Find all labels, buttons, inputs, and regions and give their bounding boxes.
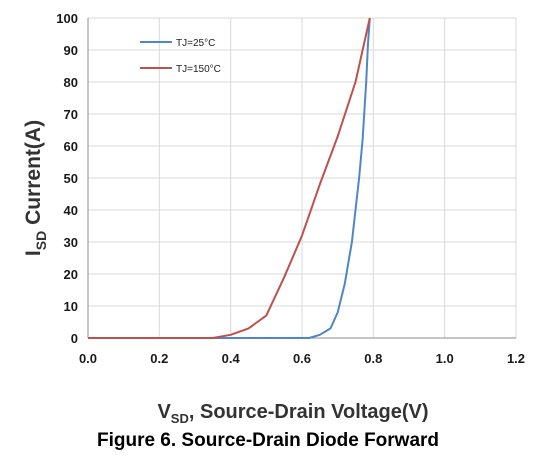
x-axis-label-main: V xyxy=(157,401,171,423)
tick-labels: 0.0 0.2 0.4 0.6 0.8 1.0 1.2 0 10 20 30 40 50 60 70 80 90… xyxy=(56,11,525,366)
legend: TJ=25°C TJ=150°C xyxy=(140,38,221,75)
x-axis-label: VSD, Source-Drain Voltage(V) xyxy=(157,401,428,425)
y-tick-label: 80 xyxy=(64,75,78,90)
y-axis-label-rest: Current(A) xyxy=(22,120,45,231)
x-tick-label: 1.2 xyxy=(507,351,525,366)
y-axis-label-sub: SD xyxy=(33,231,49,250)
chart: 0.0 0.2 0.4 0.6 0.8 1.0 1.2 0 10 20 30 40 50 60 70 80 90… xyxy=(22,11,525,425)
y-tick-label: 90 xyxy=(64,43,78,58)
grid xyxy=(88,17,517,338)
y-tick-label: 0 xyxy=(71,331,78,346)
y-tick-label: 50 xyxy=(64,171,78,186)
x-axis-label-rest: , Source-Drain Voltage(V) xyxy=(189,401,429,423)
y-tick-label: 100 xyxy=(56,11,78,26)
series-lines xyxy=(88,17,371,339)
x-tick-label: 0.4 xyxy=(222,351,241,366)
figure-caption: Figure 6. Source-Drain Diode Forward xyxy=(96,430,440,451)
y-tick-label: 20 xyxy=(64,267,78,282)
y-axis-label-main: I xyxy=(22,250,45,256)
y-tick-label: 30 xyxy=(64,235,78,250)
legend-label-1: TJ=25°C xyxy=(176,38,215,49)
series-line-1 xyxy=(88,17,371,339)
series-line-2 xyxy=(88,17,371,339)
y-tick-label: 10 xyxy=(64,299,78,314)
legend-label-2: TJ=150°C xyxy=(176,64,221,75)
x-tick-label: 0.6 xyxy=(293,351,311,366)
y-axis-label: ISD Current(A) xyxy=(22,120,49,256)
x-tick-label: 0.8 xyxy=(364,351,382,366)
x-tick-label: 0.2 xyxy=(150,351,168,366)
x-tick-label: 0.0 xyxy=(79,351,97,366)
x-tick-label: 1.0 xyxy=(436,351,454,366)
y-tick-label: 40 xyxy=(64,203,78,218)
y-tick-label: 60 xyxy=(64,139,78,154)
y-tick-label: 70 xyxy=(64,107,78,122)
x-axis-label-sub: SD xyxy=(171,411,189,425)
